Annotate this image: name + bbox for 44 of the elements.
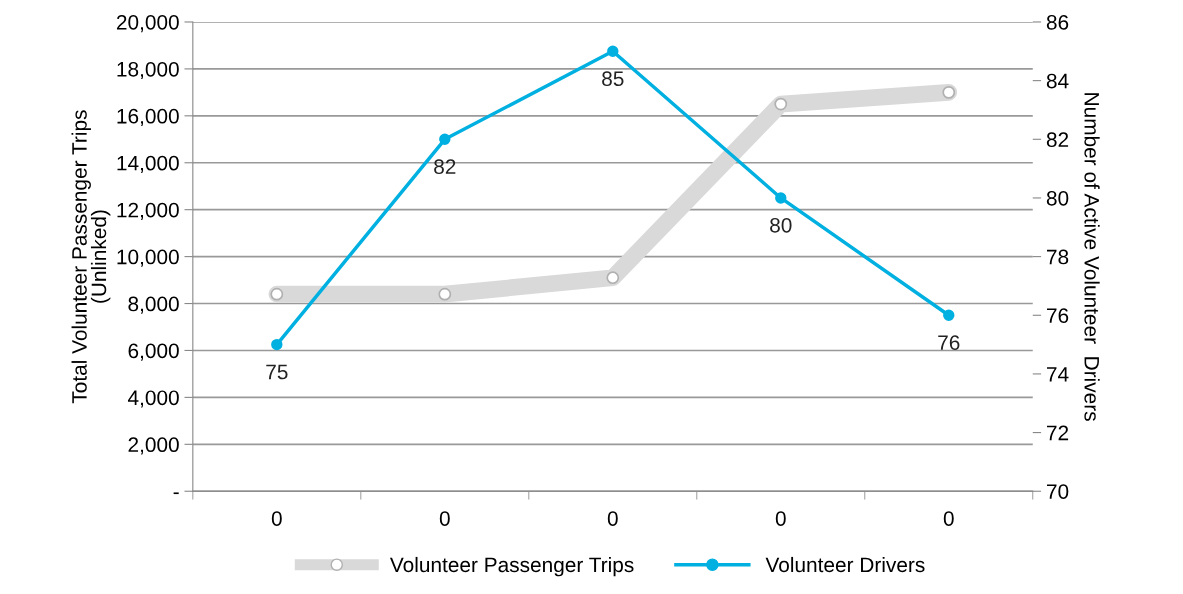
y2-tick-label: 84: [1046, 73, 1069, 89]
data-label: 75: [266, 364, 288, 380]
y2-tick-label: 70: [1047, 484, 1069, 499]
y-tick-label: -: [173, 492, 179, 495]
y2-tick-label: 86: [1046, 14, 1069, 30]
y-tick-label: 2,000: [128, 437, 179, 455]
point: [439, 133, 451, 145]
y2-tick-label: 80: [1046, 190, 1069, 206]
point: [270, 287, 284, 301]
y-axis-title: Total Volunteer Passenger Trips (Unlinked): [71, 110, 111, 404]
x-tick-label: 0: [271, 511, 282, 526]
legend-label: Volunteer Passenger Trips: [389, 556, 634, 577]
data-label: 82: [434, 159, 456, 175]
point: [438, 287, 452, 301]
y-tick-label: 4,000: [127, 390, 179, 408]
data-label: 85: [602, 71, 624, 87]
legend-label: Volunteer Drivers: [765, 556, 925, 573]
y-tick-label: 6,000: [128, 343, 179, 361]
point: [774, 97, 788, 111]
y-tick-label: 20,000: [116, 14, 179, 33]
point: [943, 309, 955, 321]
data-label: 76: [938, 335, 960, 351]
y2-tick-label: 78: [1047, 249, 1069, 265]
point: [942, 85, 956, 99]
point: [271, 338, 283, 351]
y-tick-label: 12,000: [117, 202, 179, 220]
y2-tick-label: 76: [1047, 308, 1069, 324]
y2-tick-label: 82: [1046, 132, 1069, 148]
y2-tick-label: 72: [1047, 425, 1069, 441]
x-tick-label: 0: [439, 511, 450, 526]
x-tick-label: 0: [775, 511, 786, 526]
y2-tick-label: 74: [1047, 367, 1069, 382]
y-tick-label: 8,000: [128, 296, 179, 314]
y-tick-label: 14,000: [117, 155, 179, 173]
y-tick-label: 16,000: [117, 108, 179, 127]
point: [607, 45, 619, 58]
point: [606, 271, 620, 285]
y-tick-label: 10,000: [117, 249, 179, 267]
x-tick-label: 0: [607, 511, 618, 526]
point: [775, 192, 787, 204]
y2-axis-title: Number of Active Volunteer Drivers: [1084, 93, 1100, 421]
x-tick-label: 0: [943, 511, 954, 526]
y-tick-label: 18,000: [117, 61, 179, 80]
data-label: 80: [770, 217, 792, 233]
